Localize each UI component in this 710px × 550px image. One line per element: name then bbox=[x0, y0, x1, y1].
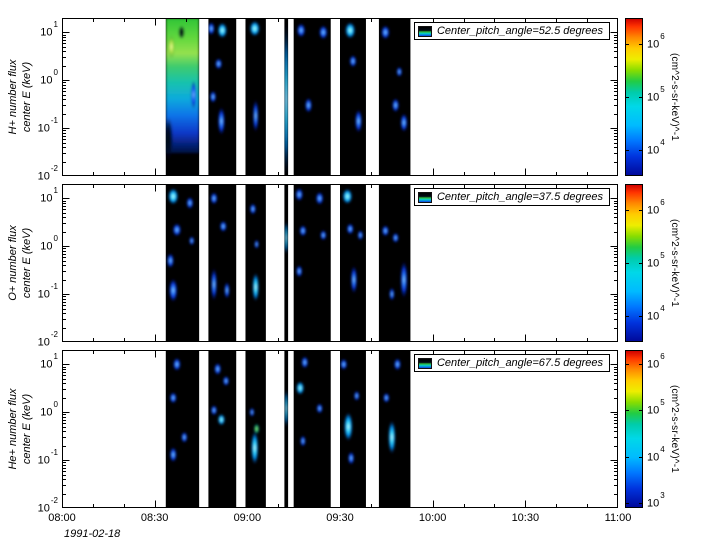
y-tick-label: 100 bbox=[40, 68, 58, 87]
spectrogram-thumbnail-icon bbox=[417, 191, 432, 203]
y-tick-label: 10-2 bbox=[37, 164, 58, 183]
y-axis-label-line: center E (keV) bbox=[21, 227, 33, 299]
legend-text: Center_pitch_angle=67.5 degrees bbox=[436, 357, 603, 369]
y-axis-label-line: O+ number flux bbox=[7, 225, 19, 301]
y-axis-label-line: H+ number flux bbox=[7, 59, 19, 135]
legend-heplus: Center_pitch_angle=67.5 degrees bbox=[413, 354, 610, 372]
y-axis-label-line: center E (keV) bbox=[21, 61, 33, 133]
x-tick-label: 11:00 bbox=[604, 512, 632, 524]
spectrogram-thumbnail-icon bbox=[417, 357, 432, 369]
colorbar-tick-label: 104 bbox=[647, 444, 665, 464]
colorbar-heplus bbox=[625, 350, 643, 508]
legend-oplus: Center_pitch_angle=37.5 degrees bbox=[413, 188, 610, 206]
colorbar-oplus bbox=[625, 184, 643, 342]
spectrogram-plot-oplus bbox=[62, 184, 618, 342]
x-tick-label: 09:00 bbox=[233, 512, 262, 524]
x-tick-label: 09:30 bbox=[326, 512, 354, 524]
colorbar-tick-label: 106 bbox=[647, 351, 665, 371]
spectrogram-thumbnail-icon bbox=[417, 25, 432, 37]
y-tick-label: 10-1 bbox=[37, 448, 58, 467]
y-tick-label: 10-1 bbox=[37, 282, 58, 301]
y-axis-label-line: He+ number flux bbox=[7, 388, 19, 470]
legend-hplus: Center_pitch_angle=52.5 degrees bbox=[413, 22, 610, 40]
x-tick-label: 10:30 bbox=[511, 512, 540, 524]
colorbar-tick-label: 104 bbox=[647, 303, 665, 323]
y-axis-label-oplus: O+ number flux center E (keV) bbox=[6, 184, 36, 342]
colorbar-tick-label: 106 bbox=[647, 32, 665, 51]
y-tick-label: 10-1 bbox=[37, 116, 58, 135]
x-tick-label: 08:00 bbox=[48, 512, 76, 524]
y-tick-label: 10-2 bbox=[37, 496, 58, 515]
colorbar-tick-label: 106 bbox=[647, 198, 665, 217]
date-label: 1991-02-18 bbox=[64, 528, 121, 540]
colorbar-tick-label: 105 bbox=[647, 251, 665, 270]
y-tick-label: 10-2 bbox=[37, 330, 58, 349]
x-tick-label: 10:00 bbox=[418, 512, 447, 524]
colorbar-unit-label: (cm^2-s-sr-keV)^-1 bbox=[669, 219, 680, 307]
colorbar-tick-label: 105 bbox=[647, 398, 665, 418]
colorbar-tick-label: 103 bbox=[647, 491, 665, 510]
colorbar-unit-label: (cm^2-s-sr-keV)^-1 bbox=[669, 53, 680, 141]
x-tick-label: 08:30 bbox=[140, 512, 169, 524]
colorbar-tick-label: 104 bbox=[647, 137, 665, 157]
y-tick-label: 100 bbox=[40, 234, 58, 253]
y-tick-label: 101 bbox=[40, 20, 58, 40]
colorbar-unit-label: (cm^2-s-sr-keV)^-1 bbox=[669, 385, 680, 473]
y-tick-label: 100 bbox=[40, 400, 58, 419]
colorbar-tick-label: 105 bbox=[647, 85, 665, 104]
spectrogram-plot-heplus bbox=[62, 350, 618, 508]
y-axis-label-heplus: He+ number flux center E (keV) bbox=[6, 350, 36, 508]
legend-text: Center_pitch_angle=52.5 degrees bbox=[436, 25, 603, 37]
y-tick-label: 101 bbox=[40, 186, 58, 206]
y-tick-label: 101 bbox=[40, 352, 58, 372]
y-axis-label-hplus: H+ number flux center E (keV) bbox=[6, 18, 36, 176]
y-axis-label-line: center E (keV) bbox=[21, 393, 33, 465]
colorbar-hplus bbox=[625, 18, 643, 176]
legend-text: Center_pitch_angle=37.5 degrees bbox=[436, 191, 603, 203]
spectrogram-plot-hplus bbox=[62, 18, 618, 176]
